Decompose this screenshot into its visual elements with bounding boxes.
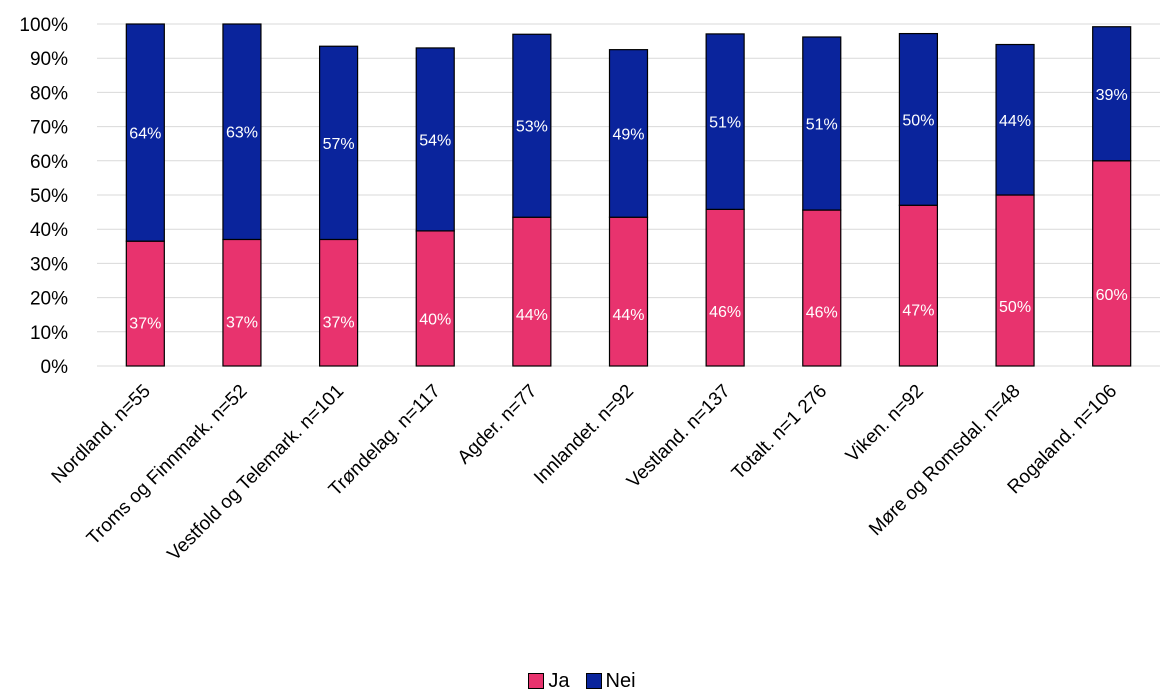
data-labels: 37% 64% 37% 63% 37% 57% 40% 54% 44% 53% 44% 49% 46% 5… [129,87,1127,333]
data-label-nei: 63% [226,125,258,142]
bars [125,23,1132,367]
data-label-nei: 57% [323,136,355,153]
bar-nei [608,49,649,218]
legend-label-nei: Nei [605,669,636,692]
bar-ja [1092,160,1132,367]
data-label-ja: 37% [323,315,355,332]
legend: Ja Nei [0,668,1164,694]
data-label-ja: 40% [419,312,451,329]
bar-ja [898,204,939,367]
y-tick-label: 100% [19,15,68,36]
data-label-ja: 47% [902,303,934,320]
bar-ja [125,240,165,367]
data-label-ja: 44% [516,307,548,324]
data-label-nei: 39% [1096,87,1128,104]
y-axis-tick-labels: 0% 10% 20% 30% 40% 50% 60% 70% 80% 90% 100% [19,15,68,378]
bar-ja [415,230,455,367]
bar-nei [318,45,359,241]
data-label-nei: 44% [999,113,1031,130]
bar-ja [222,238,262,367]
data-label-nei: 49% [612,126,644,143]
data-label-nei: 51% [709,115,741,132]
x-category-label: Vestfold og Telemark. n=101 [164,381,349,566]
bar-ja [512,216,552,367]
bar-nei [705,33,745,210]
bar-ja [318,238,359,367]
data-label-ja: 60% [1096,287,1128,304]
data-label-nei: 64% [129,126,161,143]
data-label-nei: 51% [806,117,838,134]
bar-nei [995,43,1035,196]
data-label-ja: 37% [129,315,161,332]
legend-item-nei: Nei [585,669,636,693]
x-category-label: Troms og Finnmark. n=52 [83,381,252,550]
data-label-ja: 46% [709,304,741,321]
bar-nei [125,23,165,242]
y-tick-label: 90% [30,49,68,70]
data-label-nei: 53% [516,119,548,136]
legend-item-ja: Ja [528,669,570,693]
y-tick-label: 30% [30,254,68,275]
x-category-label: Innlandet. n=92 [530,381,638,489]
bar-nei [512,33,552,218]
x-category-label: Viken. n=92 [842,381,928,467]
bar-nei [1092,26,1132,162]
y-tick-label: 80% [30,83,68,104]
legend-label-ja: Ja [548,669,570,692]
y-tick-label: 60% [30,152,68,173]
data-label-nei: 54% [419,132,451,149]
bar-nei [222,23,262,241]
y-tick-label: 70% [30,118,68,139]
data-label-ja: 44% [612,307,644,324]
stacked-bar-chart: 0% 10% 20% 30% 40% 50% 60% 70% 80% 90% 100% 37% 64%… [19,15,1160,566]
x-category-label: Vestland. n=137 [623,381,735,493]
bar-nei [802,36,842,211]
bar-ja [608,216,649,367]
bar-ja [802,209,842,367]
y-tick-label: 50% [30,186,68,207]
y-tick-label: 20% [30,289,68,310]
data-label-nei: 50% [902,112,934,129]
y-tick-label: 0% [41,357,69,378]
data-label-ja: 46% [806,304,838,321]
data-label-ja: 50% [999,299,1031,316]
data-label-ja: 37% [226,315,258,332]
bar-nei [898,32,939,206]
y-tick-label: 40% [30,220,68,241]
bar-ja [705,208,745,367]
y-tick-label: 10% [30,323,68,344]
x-category-label: Totalt. n=1 276 [728,381,831,484]
bar-ja [995,194,1035,367]
x-category-label: Nordland. n=55 [48,381,155,488]
legend-swatch-ja [528,673,545,689]
x-category-label: Agder. n=77 [454,381,542,469]
legend-swatch-nei [585,673,602,689]
bar-nei [415,47,455,232]
